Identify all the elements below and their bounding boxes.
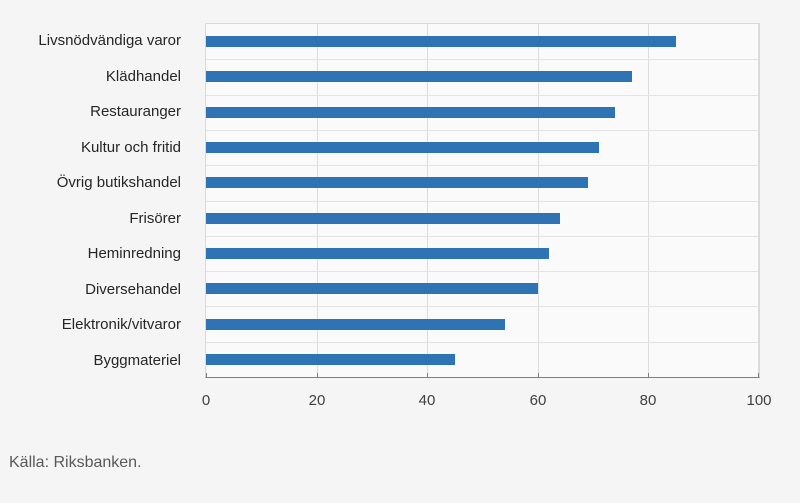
bar-7 xyxy=(206,248,549,259)
x-axis-tick-label: 60 xyxy=(529,392,547,409)
category-label: Diversehandel xyxy=(85,280,181,298)
bar-5 xyxy=(206,177,588,188)
category-label: Elektronik/vitvaror xyxy=(61,316,181,334)
x-axis-tick-label: 40 xyxy=(418,392,436,409)
x-axis-tick-label: 80 xyxy=(639,392,657,409)
bar-3 xyxy=(206,107,615,118)
horizontal-gridline xyxy=(206,130,759,131)
vertical-gridline xyxy=(538,24,539,377)
source-note: Källa: Riksbanken. xyxy=(9,454,142,471)
horizontal-gridline xyxy=(206,271,759,272)
bar-4 xyxy=(206,142,599,153)
bar-1 xyxy=(206,36,676,47)
bar-2 xyxy=(206,71,632,82)
x-axis-tick xyxy=(758,373,759,377)
x-axis-tick xyxy=(206,373,207,377)
bar-10 xyxy=(206,354,455,365)
category-label: Livsnödvändiga varor xyxy=(38,32,181,50)
vertical-gridline xyxy=(758,24,759,377)
category-label: Klädhandel xyxy=(105,67,181,85)
category-label: Kultur och fritid xyxy=(80,138,181,156)
vertical-gridline xyxy=(427,24,428,377)
bar-9 xyxy=(206,319,505,330)
vertical-gridline xyxy=(648,24,649,377)
horizontal-gridline xyxy=(206,236,759,237)
bar-8 xyxy=(206,283,538,294)
vertical-gridline xyxy=(317,24,318,377)
horizontal-gridline xyxy=(206,165,759,166)
x-axis-tick xyxy=(427,373,428,377)
x-axis-tick xyxy=(317,373,318,377)
horizontal-gridline xyxy=(206,95,759,96)
plot-area xyxy=(205,23,760,378)
horizontal-gridline xyxy=(206,342,759,343)
horizontal-gridline xyxy=(206,201,759,202)
category-label: Heminredning xyxy=(87,245,181,263)
x-axis-tick xyxy=(648,373,649,377)
x-axis-tick-label: 20 xyxy=(308,392,326,409)
horizontal-gridline xyxy=(206,59,759,60)
horizontal-gridline xyxy=(206,306,759,307)
x-axis-tick-label: 100 xyxy=(746,392,772,409)
category-label: Byggmateriel xyxy=(93,351,181,369)
x-axis-tick-label: 0 xyxy=(201,392,211,409)
category-label: Restauranger xyxy=(90,103,181,121)
category-label: Frisörer xyxy=(129,209,181,227)
x-axis-tick xyxy=(538,373,539,377)
category-axis-labels: Livsnödvändiga varor Klädhandel Restaurang… xyxy=(0,23,193,378)
category-label: Övrig butikshandel xyxy=(56,174,181,192)
bar-6 xyxy=(206,213,560,224)
